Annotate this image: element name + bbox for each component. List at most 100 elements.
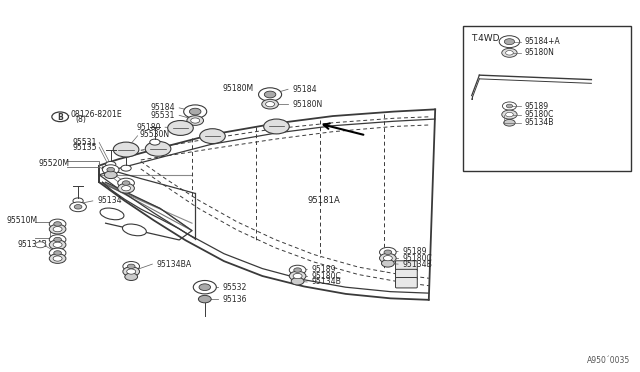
- Circle shape: [121, 165, 131, 171]
- Circle shape: [49, 235, 66, 244]
- FancyBboxPatch shape: [396, 269, 417, 280]
- FancyBboxPatch shape: [396, 278, 417, 288]
- Circle shape: [35, 242, 45, 248]
- Circle shape: [123, 262, 140, 271]
- Circle shape: [54, 251, 61, 255]
- Text: 95184+A: 95184+A: [525, 37, 561, 46]
- Text: 95134B: 95134B: [403, 260, 433, 269]
- Text: 95180N: 95180N: [525, 48, 555, 57]
- Circle shape: [107, 167, 115, 172]
- Circle shape: [106, 161, 116, 167]
- Text: 95189: 95189: [525, 102, 549, 110]
- Text: 95530N: 95530N: [140, 130, 170, 139]
- Circle shape: [264, 91, 276, 98]
- Text: 95180C: 95180C: [403, 254, 433, 263]
- Text: 95180C: 95180C: [525, 110, 554, 119]
- Circle shape: [502, 110, 517, 119]
- Text: 95531: 95531: [150, 111, 175, 120]
- Text: 95180M: 95180M: [223, 84, 254, 93]
- Circle shape: [383, 256, 392, 261]
- Text: 95134B: 95134B: [18, 240, 48, 249]
- Circle shape: [502, 48, 517, 57]
- Text: 95135: 95135: [73, 143, 97, 152]
- Circle shape: [291, 278, 304, 285]
- Text: 95532: 95532: [222, 283, 246, 292]
- Circle shape: [118, 183, 134, 193]
- Circle shape: [122, 181, 130, 185]
- Text: 95134B: 95134B: [312, 278, 342, 286]
- Text: T.4WD: T.4WD: [471, 34, 500, 43]
- Circle shape: [127, 264, 135, 269]
- Circle shape: [49, 240, 66, 250]
- Circle shape: [264, 119, 289, 134]
- Circle shape: [187, 116, 204, 125]
- Circle shape: [49, 219, 66, 229]
- Text: 95134: 95134: [97, 196, 122, 205]
- Circle shape: [506, 112, 513, 117]
- Circle shape: [49, 254, 66, 263]
- Circle shape: [289, 271, 306, 281]
- Text: 95510M: 95510M: [6, 217, 38, 225]
- Circle shape: [262, 99, 278, 109]
- Circle shape: [53, 256, 62, 261]
- Circle shape: [53, 242, 62, 247]
- Circle shape: [504, 39, 515, 45]
- Text: 95136: 95136: [222, 295, 246, 304]
- Text: 95180N: 95180N: [292, 100, 323, 109]
- Circle shape: [381, 260, 394, 267]
- FancyBboxPatch shape: [396, 261, 417, 271]
- Circle shape: [54, 237, 61, 242]
- Circle shape: [504, 119, 515, 126]
- Circle shape: [293, 273, 302, 279]
- Circle shape: [122, 186, 131, 191]
- Circle shape: [113, 142, 139, 157]
- Circle shape: [74, 205, 82, 209]
- Circle shape: [104, 171, 117, 179]
- Ellipse shape: [100, 208, 124, 220]
- Circle shape: [53, 227, 62, 232]
- Text: 95184: 95184: [150, 103, 175, 112]
- Circle shape: [506, 104, 513, 108]
- Text: A950´0035: A950´0035: [587, 356, 630, 365]
- Text: 95134B: 95134B: [525, 118, 554, 127]
- Circle shape: [198, 295, 211, 303]
- Ellipse shape: [122, 224, 147, 236]
- Circle shape: [125, 273, 138, 280]
- Text: 95184: 95184: [292, 85, 317, 94]
- Circle shape: [499, 36, 520, 48]
- Text: 95180: 95180: [136, 123, 161, 132]
- Circle shape: [294, 268, 301, 272]
- Circle shape: [199, 284, 211, 291]
- Circle shape: [289, 265, 306, 275]
- Circle shape: [49, 248, 66, 258]
- Text: 95181A: 95181A: [307, 196, 340, 205]
- Circle shape: [49, 224, 66, 234]
- Circle shape: [259, 88, 282, 101]
- Circle shape: [266, 102, 275, 107]
- Circle shape: [123, 267, 140, 276]
- Circle shape: [168, 121, 193, 135]
- Circle shape: [193, 280, 216, 294]
- Text: (8): (8): [76, 115, 86, 124]
- Text: 95520M: 95520M: [38, 159, 69, 168]
- Circle shape: [380, 247, 396, 257]
- Text: 95189: 95189: [312, 265, 336, 274]
- Text: 95189: 95189: [403, 247, 427, 256]
- Circle shape: [384, 250, 392, 254]
- Circle shape: [191, 118, 200, 123]
- Text: 95531: 95531: [73, 138, 97, 147]
- Text: 95134BA: 95134BA: [157, 260, 192, 269]
- Circle shape: [145, 141, 171, 156]
- FancyBboxPatch shape: [463, 26, 631, 171]
- Circle shape: [52, 112, 68, 122]
- Circle shape: [506, 51, 513, 55]
- Circle shape: [102, 165, 119, 174]
- Circle shape: [118, 178, 134, 188]
- Circle shape: [70, 202, 86, 212]
- Text: 95180C: 95180C: [312, 272, 342, 280]
- Circle shape: [150, 139, 160, 145]
- Text: B: B: [58, 113, 63, 122]
- Circle shape: [380, 253, 396, 263]
- Circle shape: [127, 269, 136, 274]
- Circle shape: [189, 108, 201, 115]
